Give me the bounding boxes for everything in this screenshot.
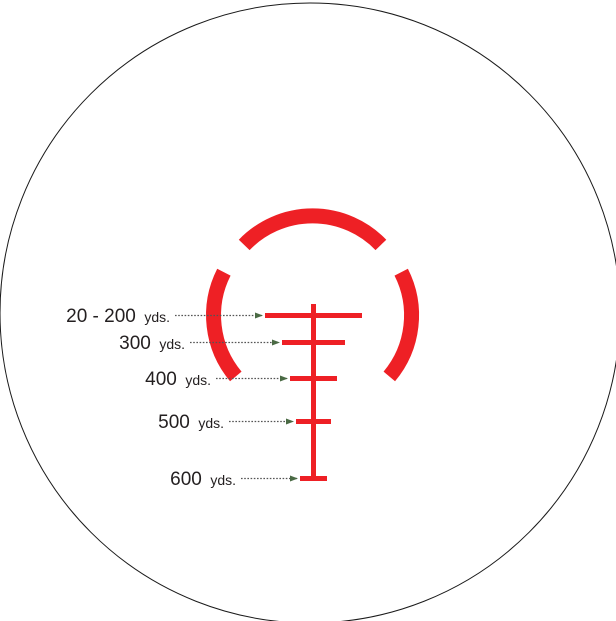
horseshoe-top-arc [238, 208, 387, 251]
range-label-300-value: 300 [119, 333, 151, 354]
range-label-500-value: 500 [158, 412, 190, 433]
horseshoe-reticle [206, 208, 420, 382]
range-label-400: 400 yds. [145, 369, 211, 390]
leader-lines [175, 312, 298, 482]
holdover-bar-200 [265, 313, 362, 318]
range-label-200: 20 - 200 yds. [66, 306, 170, 327]
range-label-200-unit: yds. [144, 309, 170, 325]
horseshoe-left-arc [206, 268, 242, 382]
range-label-600: 600 yds. [170, 469, 236, 490]
range-label-400-unit: yds. [185, 372, 211, 388]
range-label-600-unit: yds. [210, 472, 236, 488]
range-label-200-value: 20 - 200 [66, 306, 136, 327]
range-label-500: 500 yds. [158, 412, 224, 433]
range-label-500-unit: yds. [198, 415, 224, 431]
range-label-300-unit: yds. [159, 336, 185, 352]
vertical-post [311, 304, 316, 480]
holdover-bar-600 [300, 476, 327, 481]
holdover-bar-400 [290, 376, 337, 381]
holdover-bar-300 [282, 340, 345, 345]
range-label-600-value: 600 [170, 469, 202, 490]
range-label-300: 300 yds. [119, 333, 185, 354]
range-labels: 20 - 200 yds. 300 yds. 400 yds. 500 yds.… [66, 306, 236, 490]
horseshoe-right-arc [383, 268, 420, 382]
range-label-400-value: 400 [145, 369, 177, 390]
bdc-ladder [265, 304, 362, 481]
holdover-bar-500 [296, 419, 331, 424]
